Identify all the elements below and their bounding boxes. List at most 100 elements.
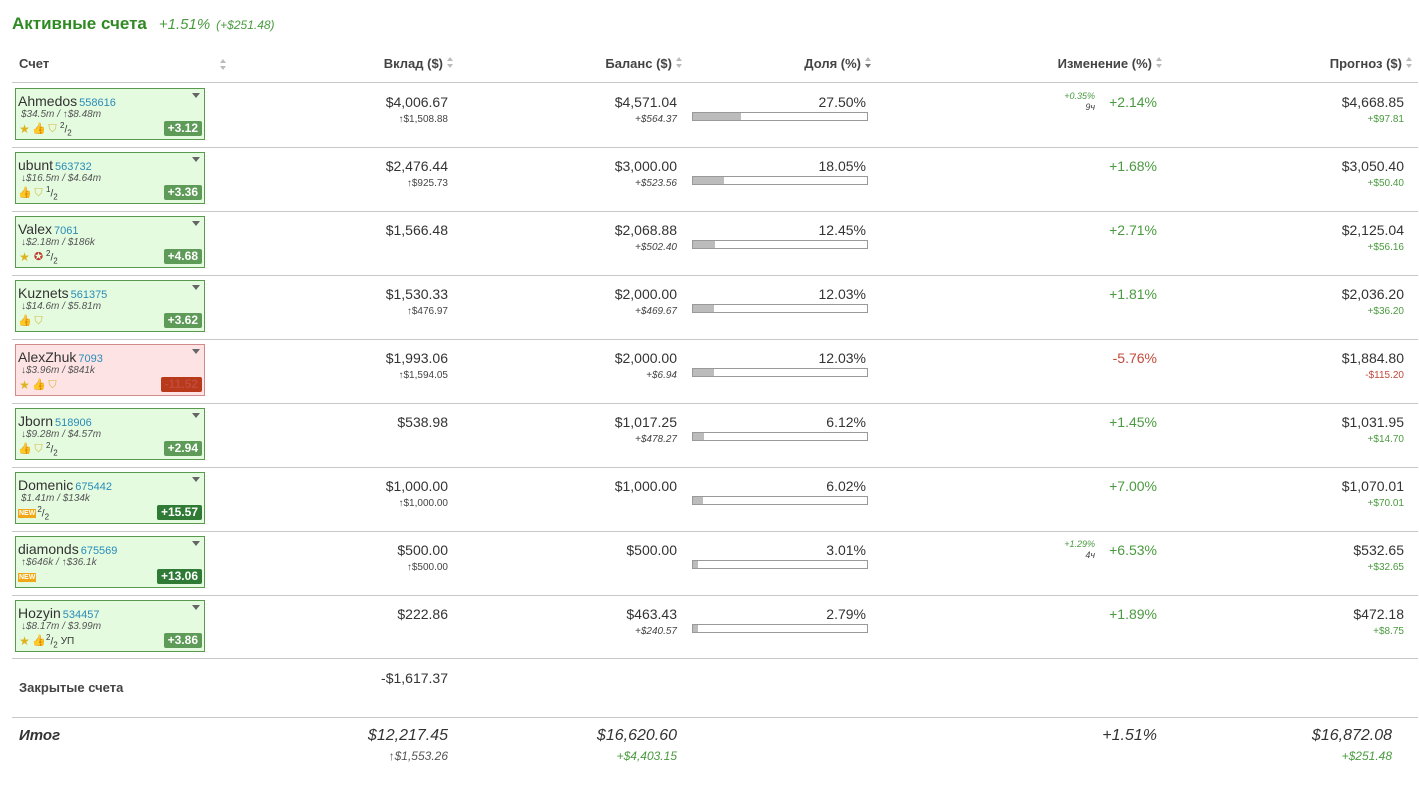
chevron-down-icon[interactable] [192,285,200,290]
level-fraction: 2/2 [37,505,50,522]
level-fraction: 2/2 [46,441,58,458]
col-forecast-header[interactable]: Прогноз ($) [1250,56,1413,76]
account-name[interactable]: AlexZhuk 7093 [18,349,103,365]
account-name[interactable]: Hozyin 534457 [18,605,100,621]
account-name[interactable]: Jborn 518906 [18,413,92,429]
chevron-down-icon[interactable] [192,93,200,98]
account-card[interactable]: Domenic 675442 $1.41m / $134k NEW 2/2 +15.… [15,472,205,524]
sort-change-icon[interactable] [1156,57,1163,69]
account-id-link[interactable]: 518906 [55,417,92,429]
share-bar-fill [693,113,741,120]
new-badge-icon: NEW [18,509,37,518]
deposit-value: $2,476.44 [385,158,448,174]
col-account-header[interactable]: Счет [19,56,49,76]
share-bar [692,368,868,377]
level-fraction: 1/2 [46,185,58,202]
chevron-down-icon[interactable] [192,477,200,482]
chevron-down-icon[interactable] [192,605,200,610]
account-name[interactable]: diamonds 675569 [18,541,117,557]
account-score-badge: +3.62 [163,313,202,328]
table-row: Kuznets 561375 ↓$14.6m / $5.81m 👍 ⛉ +3.62 … [12,275,1418,339]
account-card[interactable]: Valex 7061 ↓$2.18m / $186k ★ ✪ 2/2 +4.68 [15,216,205,268]
total-deposit-sub: ↑$1,553.26 [388,749,448,763]
account-card[interactable]: diamonds 675569 ↑$646k / ↑$36.1k NEW +13.… [15,536,205,588]
account-icons: 👍 ⛉ [18,314,45,329]
page-header: Активные счета +1.51% (+$251.48) [12,14,275,36]
level-fraction: 2/2 [46,249,58,266]
account-id-link[interactable]: 561375 [70,289,108,301]
chevron-down-icon[interactable] [192,413,200,418]
account-name[interactable]: Kuznets 561375 [18,285,107,301]
thumbs-up-icon: 👍 [32,123,46,135]
change-note-time: 4ч [1085,550,1095,560]
chevron-down-icon[interactable] [192,541,200,546]
share-bar [692,560,868,569]
deposit-sub: ↑$1,000.00 [398,498,449,509]
sort-balance-icon[interactable] [676,57,683,69]
change-value: +1.89% [1109,606,1157,622]
account-card[interactable]: ubunt 563732 ↓$16.5m / $4.64m 👍 ⛉ 1/2 +3.36 [15,152,205,204]
chevron-down-icon[interactable] [192,157,200,162]
deposit-value: $1,530.33 [385,286,448,302]
change-value: +1.45% [1109,414,1157,430]
shield-icon: ⛉ [34,315,43,327]
account-id-link[interactable]: 563732 [55,161,92,173]
sort-account-icon[interactable] [220,59,227,71]
row-divider [12,467,1418,468]
account-id-link[interactable]: 558616 [79,97,116,109]
row-divider [12,275,1418,276]
col-change-header[interactable]: Изменение (%) [990,56,1163,76]
share-bar-fill [693,369,714,376]
account-name[interactable]: Valex 7061 [18,221,78,237]
account-name-text: diamonds [18,541,79,557]
chevron-down-icon[interactable] [192,221,200,226]
col-share-header[interactable]: Доля (%) [720,56,872,76]
thumbs-up-icon: 👍 [18,315,32,327]
account-name-text: Valex [18,221,52,237]
chevron-down-icon[interactable] [192,349,200,354]
col-account-label: Счет [19,56,50,71]
balance-value: $3,000.00 [614,158,677,174]
star-icon: ★ [19,634,30,648]
page-title: Активные счета [12,14,147,33]
account-id-link[interactable]: 675442 [75,481,112,493]
account-card[interactable]: Kuznets 561375 ↓$14.6m / $5.81m 👍 ⛉ +3.62 [15,280,205,332]
star-icon: ★ [19,378,30,392]
account-name[interactable]: ubunt 563732 [18,157,92,173]
table-row: AlexZhuk 7093 ↓$3.96m / $841k ★ 👍 ⛉ -11.52 … [12,339,1418,403]
thumbs-up-icon: 👍 [32,379,46,391]
share-value: 12.03% [818,286,866,302]
account-card[interactable]: Jborn 518906 ↓$9.28m / $4.57m 👍 ⛉ 2/2 +2.94 [15,408,205,460]
shield-icon: ⛉ [34,187,43,199]
account-id-link[interactable]: 675569 [80,545,118,557]
share-bar [692,240,868,249]
account-card[interactable]: Ahmedos 558616 $34.5m / ↑$8.48m ★ 👍 ⛉ 2/2 +3… [15,88,205,140]
change-value: +6.53% [1109,542,1157,558]
total-balance: $16,620.60 [596,727,677,744]
sort-deposit-icon[interactable] [447,57,454,69]
share-value: 18.05% [818,158,866,174]
forecast-value: $1,070.01 [1341,478,1404,494]
account-volume: ↓$9.28m / $4.57m [21,429,102,440]
thumbs-up-icon: 👍 [18,187,32,199]
deposit-value: $1,000.00 [385,478,448,494]
account-card[interactable]: AlexZhuk 7093 ↓$3.96m / $841k ★ 👍 ⛉ -11.52 [15,344,205,396]
account-id-link[interactable]: 7061 [53,225,79,237]
col-balance-header[interactable]: Баланс ($) [530,56,683,76]
account-volume: $1.41m / $134k [21,493,90,504]
sort-share-icon[interactable] [865,57,872,69]
account-id-link[interactable]: 7093 [78,353,103,365]
sort-forecast-icon[interactable] [1406,57,1413,69]
level-fraction: 2/2 [60,121,72,138]
col-deposit-header[interactable]: Вклад ($) [300,56,454,76]
account-id-link[interactable]: 534457 [62,609,100,621]
balance-sub: +$523.56 [635,178,677,189]
balance-value: $2,000.00 [614,286,677,302]
account-card[interactable]: Hozyin 534457 ↓$8.17m / $3.99m ★ 👍 2/2 УП +3… [15,600,205,652]
forecast-value: $1,884.80 [1341,350,1404,366]
account-icons: ★ ✪ 2/2 [18,249,58,266]
account-score-badge: +4.68 [163,249,202,264]
account-name[interactable]: Ahmedos 558616 [18,93,116,109]
balance-value: $1,017.25 [614,414,677,430]
account-name[interactable]: Domenic 675442 [18,477,112,493]
